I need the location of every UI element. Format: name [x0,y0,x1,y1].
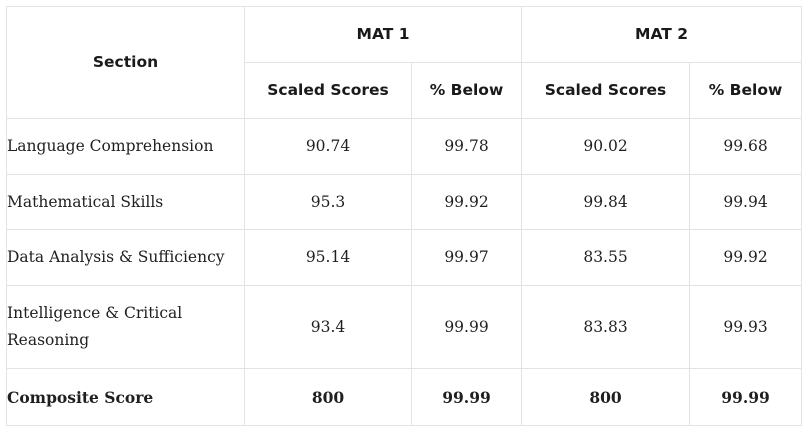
table-row: Mathematical Skills 95.3 99.92 99.84 99.… [6,174,803,230]
mat2-below-header: % Below [689,62,803,119]
mat2-below-cell: 99.93 [689,285,803,369]
mat2-scaled-cell: 83.83 [521,285,691,369]
table-row: Language Comprehension 90.74 99.78 90.02… [6,118,803,175]
mat1-group-header: MAT 1 [243,6,523,63]
composite-label-cell: Composite Score [6,368,245,426]
mat1-below-cell: 99.97 [410,229,523,286]
composite-mat2-scaled-cell: 800 [521,368,691,426]
header-row-subcolumns: Scaled Scores % Below Scaled Scores % Be… [7,62,803,119]
composite-mat2-below-cell: 99.99 [689,368,803,426]
mat2-group-header: MAT 2 [521,6,803,63]
mat2-below-cell: 99.94 [689,174,803,230]
mat1-below-cell: 99.92 [410,174,523,230]
section-cell: Language Comprehension [6,118,245,175]
mat1-below-header: % Below [410,62,523,119]
section-cell: Data Analysis & Sufficiency [6,229,245,286]
table-row: Data Analysis & Sufficiency 95.14 99.97 … [6,229,803,286]
score-table: Section MAT 1 MAT 2 Scaled Scores % Belo… [6,6,803,426]
composite-row: Composite Score 800 99.99 800 99.99 [6,368,803,426]
mat1-below-cell: 99.78 [410,118,523,175]
mat2-scaled-header: Scaled Scores [521,62,691,119]
mat1-scaled-cell: 95.14 [244,229,412,286]
composite-mat1-below-cell: 99.99 [410,368,523,426]
table-row: Intelligence & Critical Reasoning 93.4 9… [6,285,803,369]
mat1-scaled-header: Scaled Scores [244,62,412,119]
composite-mat1-scaled-cell: 800 [244,368,412,426]
section-cell: Intelligence & Critical Reasoning [6,285,245,369]
mat2-scaled-cell: 99.84 [521,174,691,230]
mat1-scaled-cell: 95.3 [244,174,412,230]
mat2-scaled-cell: 83.55 [521,229,691,286]
mat1-scaled-cell: 90.74 [244,118,412,175]
mat2-scaled-cell: 90.02 [521,118,691,175]
mat1-below-cell: 99.99 [410,285,523,369]
mat2-below-cell: 99.92 [689,229,803,286]
mat1-scaled-cell: 93.4 [244,285,412,369]
section-cell: Mathematical Skills [6,174,245,230]
score-table-container: Section MAT 1 MAT 2 Scaled Scores % Belo… [6,6,803,426]
header-row-groups: Section MAT 1 MAT 2 [6,6,803,119]
section-header: Section [6,6,245,119]
mat2-below-cell: 99.68 [689,118,803,175]
